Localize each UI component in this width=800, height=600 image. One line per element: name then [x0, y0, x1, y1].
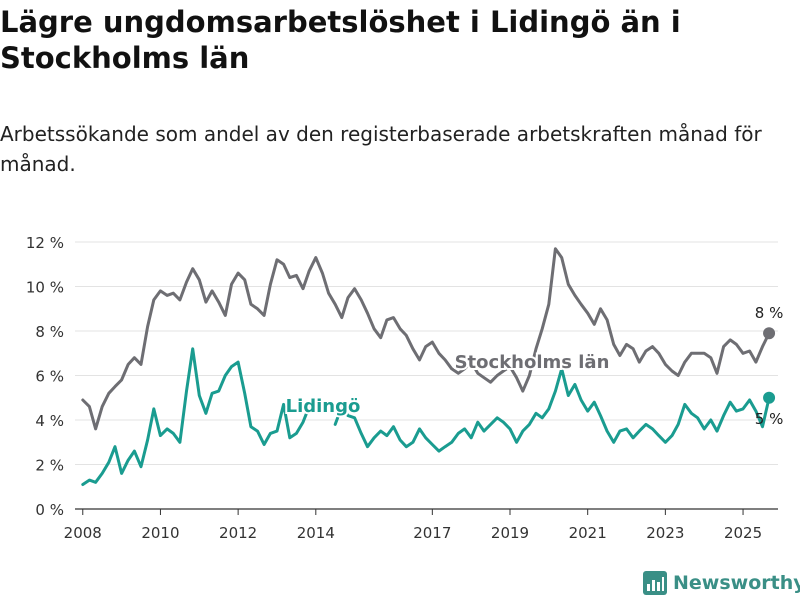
x-tick-label: 2025 [724, 524, 762, 542]
y-tick-label: 6 % [35, 368, 64, 386]
newsworthy-logo[interactable]: Newsworthy [643, 568, 800, 598]
series-line [333, 367, 771, 453]
y-tick-label: 2 % [35, 457, 64, 475]
x-tick-label: 2008 [64, 524, 102, 542]
x-tick-label: 2019 [491, 524, 529, 542]
series-labels: 8 % 5 % Stockholms län Lidingö [284, 304, 784, 428]
y-axis: 0 % 2 % 4 % 6 % 8 % 10 % 12 % [26, 234, 64, 519]
chart-subtitle: Arbetssökande som andel av den registerb… [0, 122, 762, 176]
y-tick-label: 0 % [35, 501, 64, 519]
series-line [81, 247, 771, 431]
brand-name: Newsworthy [673, 572, 800, 594]
series-endpoint[interactable] [763, 327, 776, 340]
y-tick-label: 4 % [35, 412, 64, 430]
x-tick-label: 2017 [413, 524, 451, 542]
gridlines [75, 241, 778, 465]
x-tick-label: 2010 [141, 524, 179, 542]
x-tick-label: 2014 [297, 524, 335, 542]
x-tick-label: 2021 [569, 524, 607, 542]
y-tick-label: 10 % [26, 279, 64, 297]
series-line [81, 347, 311, 486]
series-name-label: Stockholms län [455, 352, 610, 373]
series-name-label: Lidingö [286, 396, 361, 417]
x-tick-label: 2012 [219, 524, 257, 542]
chart-title: Lägre ungdomsarbetslöshet i Lidingö än i… [0, 5, 681, 75]
endpoint-value-label: 8 % [755, 304, 784, 322]
series-lines [81, 247, 776, 486]
y-tick-label: 8 % [35, 323, 64, 341]
bar-chart-icon [643, 571, 667, 595]
x-tick-label: 2023 [646, 524, 684, 542]
x-axis: 2008 2010 2012 2014 2017 2019 2021 2023 2025 [64, 508, 778, 542]
endpoint-value-label: 5 % [755, 410, 784, 428]
y-tick-label: 12 % [26, 234, 64, 252]
series-endpoint[interactable] [763, 391, 776, 404]
